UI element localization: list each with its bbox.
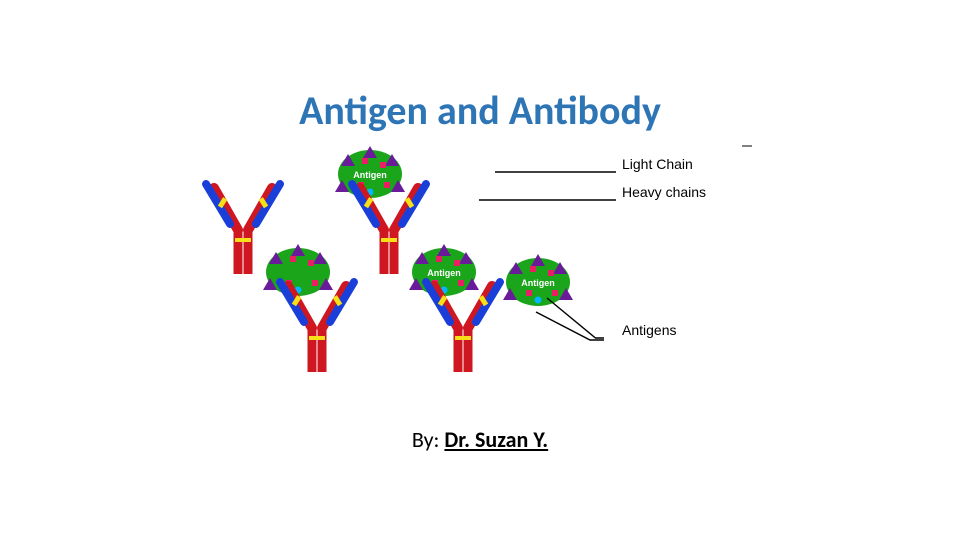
antigen-icon: Antigen [335, 146, 405, 198]
byline-prefix: By: [412, 426, 445, 453]
author-name: Dr. Suzan Y. [444, 426, 548, 453]
antigen-inline-label: Antigen [427, 268, 461, 278]
antibody-icon [280, 282, 354, 372]
antibody-icon [206, 184, 280, 274]
antigen-icon: Antigen [409, 244, 479, 296]
label-antigens: Antigens [622, 322, 676, 338]
label-light-chain: Light Chain [622, 156, 693, 172]
antibody-icon [426, 282, 500, 372]
antigen-inline-label: Antigen [353, 170, 387, 180]
slide: Antigen and Antibody AntigenAntigenAntig… [0, 0, 960, 540]
antigen-icon: Antigen [503, 254, 573, 306]
label-heavy-chains: Heavy chains [622, 184, 706, 200]
antigen-inline-label: Antigen [521, 278, 555, 288]
antigen-icon [263, 244, 333, 296]
antigen-antibody-diagram: Antigen Antigen Antigen Light Chain Heavy ch… [196, 140, 756, 390]
antibody-icon [352, 184, 426, 274]
byline: By: Dr. Suzan Y. [0, 426, 960, 453]
page-title: Antigen and Antibody [0, 86, 960, 135]
